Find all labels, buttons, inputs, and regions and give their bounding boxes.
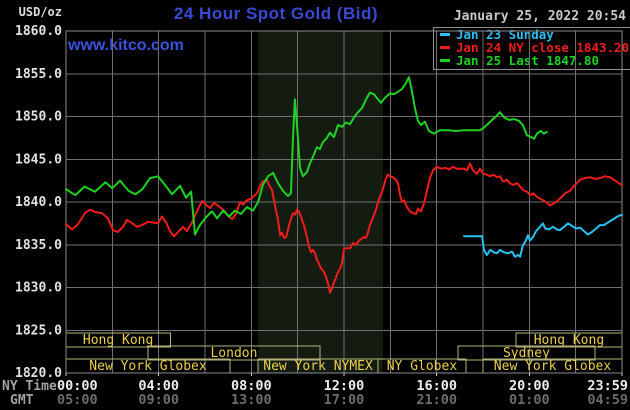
- gmt-tick-label: 05:00: [57, 392, 98, 408]
- session-label-ny-globex: NY Globex: [387, 359, 458, 374]
- legend-label: Jan 25 Last 1847.80: [456, 52, 599, 68]
- y-tick-label: 1825.0: [15, 323, 62, 338]
- session-label-london: London: [210, 346, 257, 361]
- gmt-tick-label: 13:00: [231, 392, 272, 408]
- y-tick-label: 1845.0: [15, 152, 62, 167]
- y-tick-label: 1835.0: [15, 238, 62, 253]
- series-line-jan-23-sunday: [463, 213, 623, 258]
- y-tick-label: 1840.0: [15, 195, 62, 210]
- ny-time-tick-label: 04:00: [138, 378, 179, 394]
- ny-time-tick-label: 20:00: [509, 378, 550, 394]
- gmt-tick-label: 04:59: [587, 392, 628, 408]
- legend-label: Jan 24 NY close 1843.20: [456, 39, 630, 55]
- y-tick-label: 1855.0: [15, 67, 62, 82]
- gmt-tick-label: 09:00: [138, 392, 179, 408]
- session-label-new-york-globex: New York Globex: [89, 359, 207, 374]
- session-label-sydney: Sydney: [503, 346, 550, 361]
- series-line-jan-25: [65, 76, 548, 236]
- ny-time-tick-label: 08:00: [231, 378, 272, 394]
- gmt-tick-label: 17:00: [324, 392, 365, 408]
- legend-swatch-icon: [440, 58, 450, 62]
- y-tick-label: 1820.0: [15, 366, 62, 381]
- ny-time-tick-label: 16:00: [416, 378, 457, 394]
- session-label-hong-kong: Hong Kong: [534, 333, 604, 348]
- session-label-new-york-globex: New York Globex: [494, 359, 612, 374]
- kitco-watermark-link[interactable]: www.kitco.com: [68, 37, 184, 54]
- y-tick-label: 1830.0: [15, 281, 62, 296]
- gmt-tick-label: 01:00: [509, 392, 550, 408]
- chart-title: 24 Hour Spot Gold (Bid): [173, 4, 379, 23]
- series-line-jan-24: [65, 162, 623, 294]
- gmt-tick-label: 21:00: [416, 392, 457, 408]
- legend-swatch-icon: [440, 33, 450, 36]
- legend-entry-1: Jan 24 NY close 1843.20: [440, 39, 630, 55]
- ny-time-tick-label: 00:00: [57, 378, 98, 394]
- y-tick-label: 1850.0: [15, 110, 62, 125]
- ny-time-tick-label: 23:59: [587, 378, 628, 394]
- ny-time-tick-label: 12:00: [324, 378, 365, 394]
- legend-entry-2: Jan 25 Last 1847.80: [440, 52, 630, 68]
- ny-time-axis-label: NY Time: [2, 379, 57, 394]
- legend-swatch-icon: [440, 45, 450, 49]
- session-label-hong-kong: Hong Kong: [83, 333, 153, 348]
- session-box-sydney: [457, 345, 596, 361]
- y-axis-unit-label: USD/oz: [18, 5, 62, 19]
- session-label-new-york-nymex: New York NYMEX: [263, 359, 373, 374]
- y-tick-label: 1860.0: [15, 24, 62, 39]
- gmt-axis-label: GMT: [10, 393, 34, 408]
- session-box-london: [147, 345, 321, 361]
- datetime-label: January 25, 2022 20:54: [453, 9, 626, 24]
